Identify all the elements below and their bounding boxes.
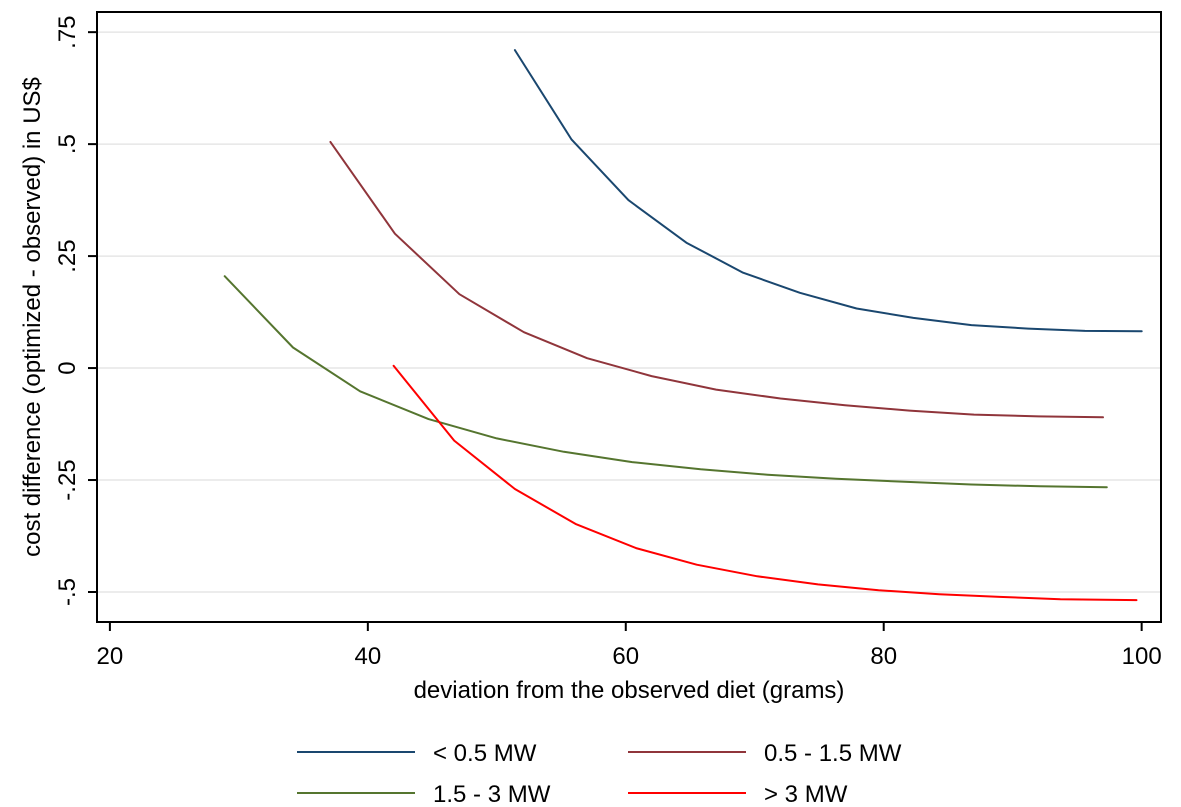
y-axis-title: cost difference (optimized - observed) i… <box>19 77 46 557</box>
series-lines <box>223 49 1143 602</box>
x-axis-title: deviation from the observed diet (grams) <box>414 677 845 704</box>
gridlines <box>97 31 1161 593</box>
legend-label: 0.5 - 1.5 MW <box>764 740 902 767</box>
series-line-3 <box>223 275 1108 489</box>
y-tick-label: -.25 <box>54 459 81 500</box>
series-line-4 <box>392 364 1138 602</box>
x-tick-label: 40 <box>354 643 381 670</box>
x-tick-label: 80 <box>870 643 897 670</box>
y-axis: -.5 -.25 0 .25 .5 .75 <box>54 15 97 606</box>
legend-label: > 3 MW <box>764 781 848 807</box>
series-line-1 <box>513 49 1143 333</box>
x-tick-label: 100 <box>1122 643 1162 670</box>
y-tick-label: .5 <box>54 134 81 154</box>
legend-label: < 0.5 MW <box>433 740 537 767</box>
x-tick-label: 60 <box>612 643 639 670</box>
legend-label: 1.5 - 3 MW <box>433 781 551 807</box>
plot-area-frame <box>96 11 1162 623</box>
y-tick-label: .25 <box>54 239 81 272</box>
y-tick-label: -.5 <box>54 578 81 606</box>
y-tick-label: 0 <box>54 361 81 374</box>
y-tick-label: .75 <box>54 15 81 48</box>
x-tick-label: 20 <box>97 643 124 670</box>
series-line-2 <box>329 140 1104 419</box>
x-axis: 20 40 60 80 100 <box>97 622 1162 670</box>
legend: < 0.5 MW 0.5 - 1.5 MW 1.5 - 3 MW > 3 MW <box>297 740 902 807</box>
